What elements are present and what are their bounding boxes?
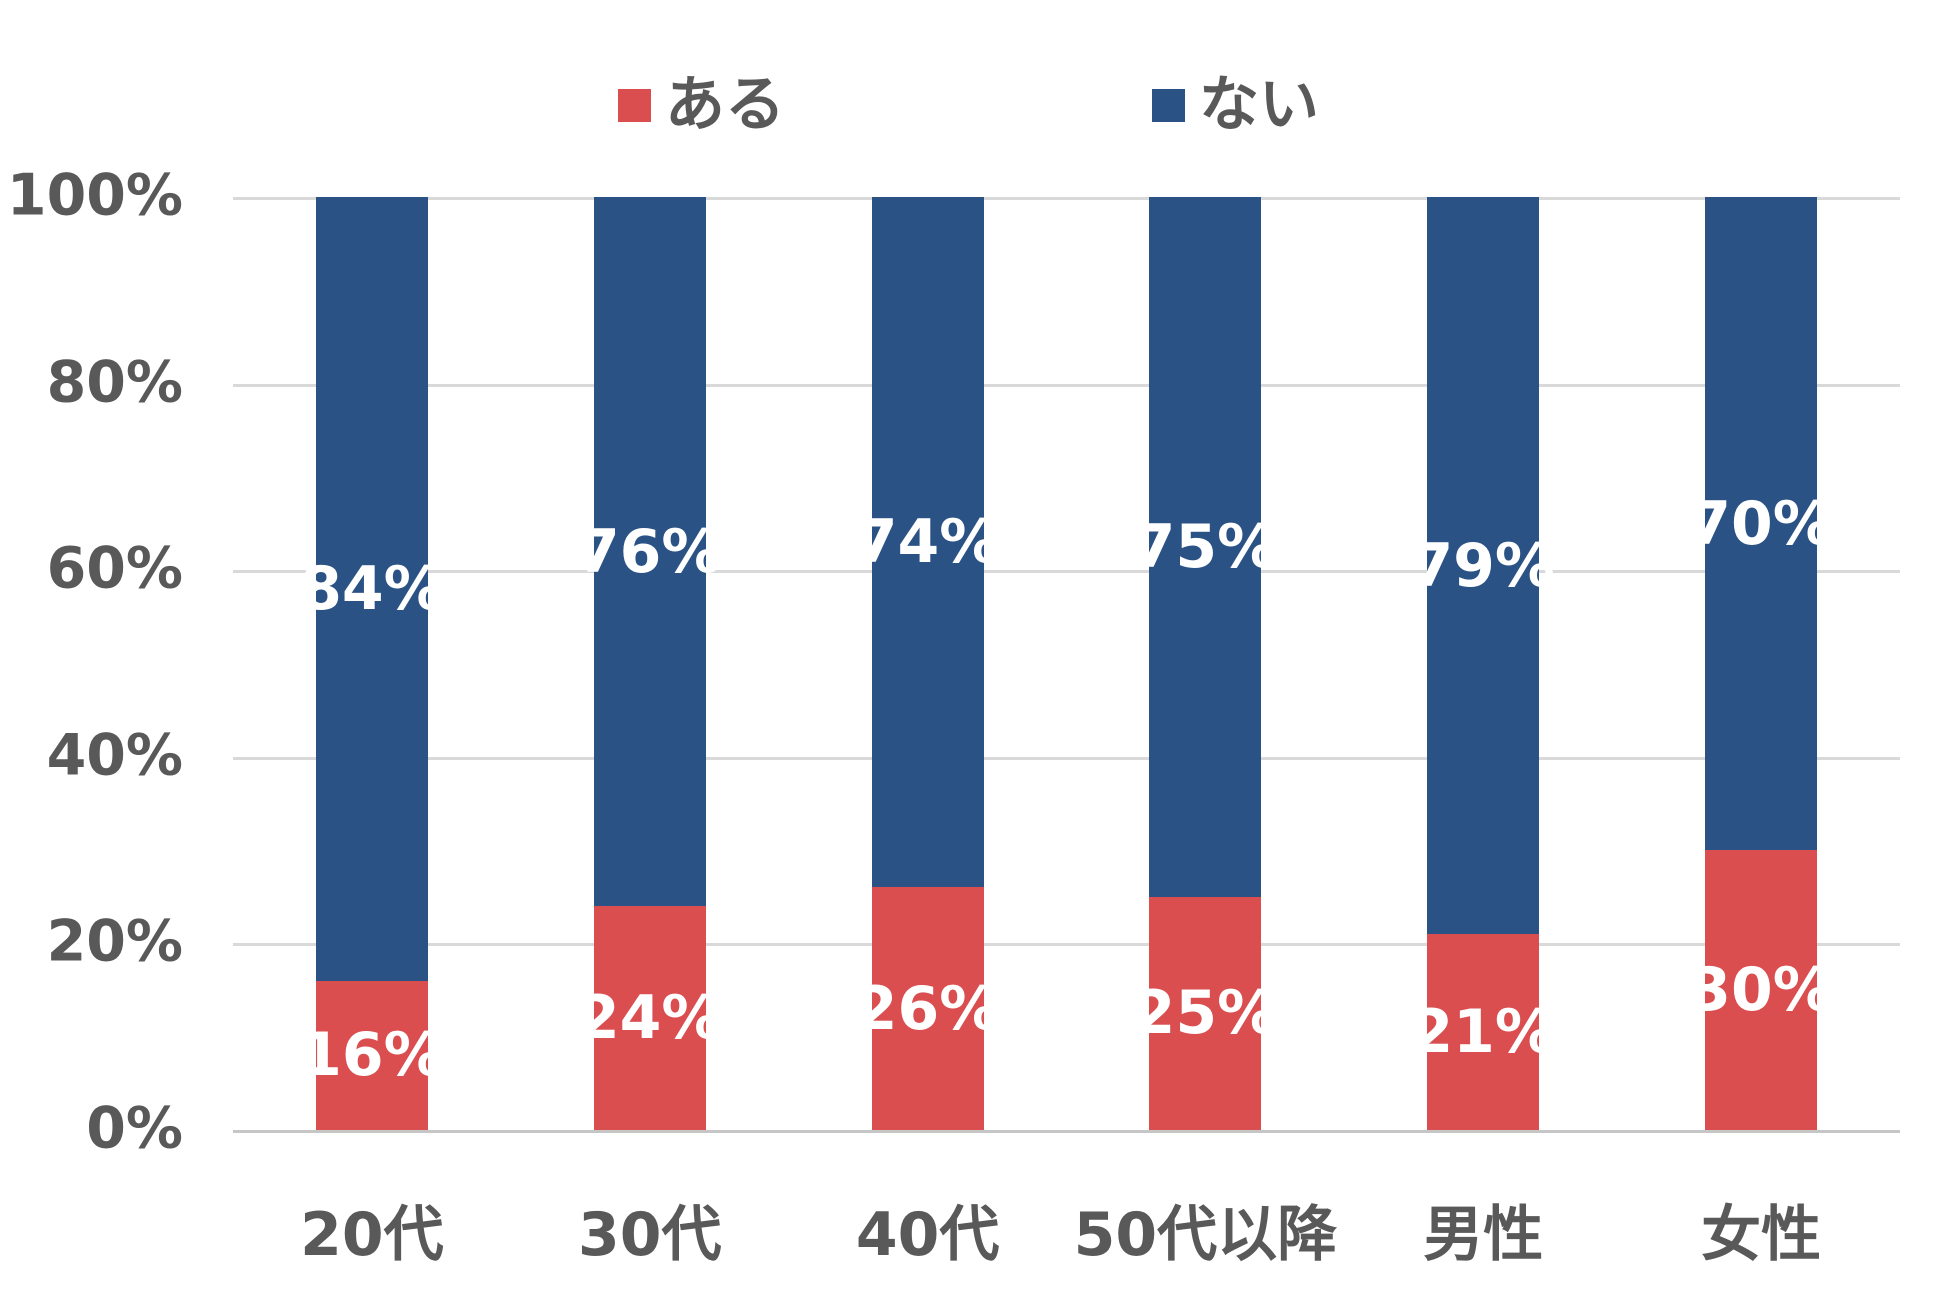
bar-男性: 79% 21%	[1411, 197, 1555, 1130]
y-tick-label-40%: 40%	[46, 722, 183, 789]
y-tick-label-0%: 0%	[86, 1095, 183, 1162]
bar-20代: 84% 16%	[300, 197, 444, 1130]
gridline-80%	[233, 383, 1900, 387]
gridline-20%	[233, 943, 1900, 947]
legend-item-nai: ない	[1152, 72, 1319, 138]
data-label-ない-男性: 79%	[1411, 530, 1556, 601]
bar-segment-ある-男性: 21%	[1411, 934, 1555, 1130]
bar-segment-ある-40代: 26%	[856, 887, 999, 1130]
data-label-ある-50代以降: 25%	[1133, 978, 1278, 1049]
bar-segment-ない-50代以降: 75%	[1134, 197, 1277, 897]
bar-30代: 76% 24%	[578, 197, 722, 1130]
x-category-label-20代: 20代	[300, 1200, 444, 1270]
data-label-ある-30代: 24%	[577, 983, 722, 1054]
bar-40代: 74% 26%	[856, 197, 999, 1130]
data-label-ある-20代: 16%	[300, 1020, 444, 1091]
bar-segment-ない-女性: 70%	[1689, 197, 1833, 851]
bar-segment-ない-20代: 84%	[300, 197, 444, 981]
data-label-ある-40代: 26%	[855, 973, 1000, 1044]
x-category-label-女性: 女性	[1701, 1200, 1822, 1270]
legend-label-aru: ある	[665, 70, 785, 140]
x-axis-line	[233, 1130, 1900, 1133]
gridline-40%	[233, 756, 1900, 760]
gridline-100%	[233, 197, 1900, 200]
bar-50代以降: 75% 25%	[1134, 197, 1277, 1130]
data-label-ある-男性: 21%	[1411, 997, 1556, 1068]
y-tick-label-20%: 20%	[46, 909, 183, 976]
data-label-ない-女性: 70%	[1689, 488, 1833, 559]
data-label-ある-女性: 30%	[1689, 955, 1833, 1026]
x-category-label-30代: 30代	[578, 1200, 722, 1270]
gridline-60%	[233, 570, 1900, 574]
bar-女性: 70% 30%	[1689, 197, 1833, 1130]
y-tick-label-80%: 80%	[46, 349, 183, 416]
data-label-ない-40代: 74%	[855, 507, 1000, 578]
legend-label-nai: ない	[1199, 70, 1319, 140]
x-category-label-男性: 男性	[1423, 1200, 1544, 1270]
data-label-ない-20代: 84%	[300, 553, 444, 624]
bar-segment-ある-30代: 24%	[578, 906, 722, 1130]
data-label-ない-30代: 76%	[577, 516, 722, 587]
bar-segment-ない-30代: 76%	[578, 197, 722, 907]
bar-segment-ない-男性: 79%	[1411, 197, 1555, 935]
legend-swatch-nai	[1152, 88, 1185, 122]
x-category-label-50代以降: 50代以降	[1073, 1200, 1338, 1270]
x-category-label-40代: 40代	[855, 1200, 1000, 1270]
bar-segment-ある-50代以降: 25%	[1134, 896, 1277, 1130]
legend-swatch-aru	[618, 88, 651, 122]
bar-segment-ある-20代: 16%	[300, 980, 444, 1130]
bar-segment-ない-40代: 74%	[856, 197, 999, 888]
y-tick-label-100%: 100%	[6, 162, 183, 229]
y-tick-label-60%: 60%	[46, 535, 183, 602]
plot-area: 84% 16% 76% 24% 74% 26% 75% 25% 79% 21% 70% 30%	[233, 197, 1900, 1133]
data-label-ない-50代以降: 75%	[1133, 511, 1278, 582]
legend-item-aru: ある	[618, 72, 785, 138]
bar-segment-ある-女性: 30%	[1689, 850, 1833, 1130]
